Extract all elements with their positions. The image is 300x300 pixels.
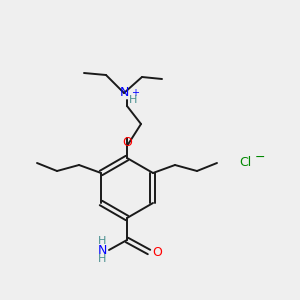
Text: H: H: [98, 236, 106, 246]
Text: +: +: [131, 88, 139, 98]
Text: N: N: [97, 244, 107, 256]
Text: N: N: [119, 86, 129, 100]
Text: O: O: [152, 245, 162, 259]
Text: −: −: [255, 151, 266, 164]
Text: O: O: [122, 136, 132, 148]
Text: H: H: [98, 254, 106, 264]
Text: H: H: [129, 95, 137, 105]
Text: Cl: Cl: [239, 157, 251, 169]
